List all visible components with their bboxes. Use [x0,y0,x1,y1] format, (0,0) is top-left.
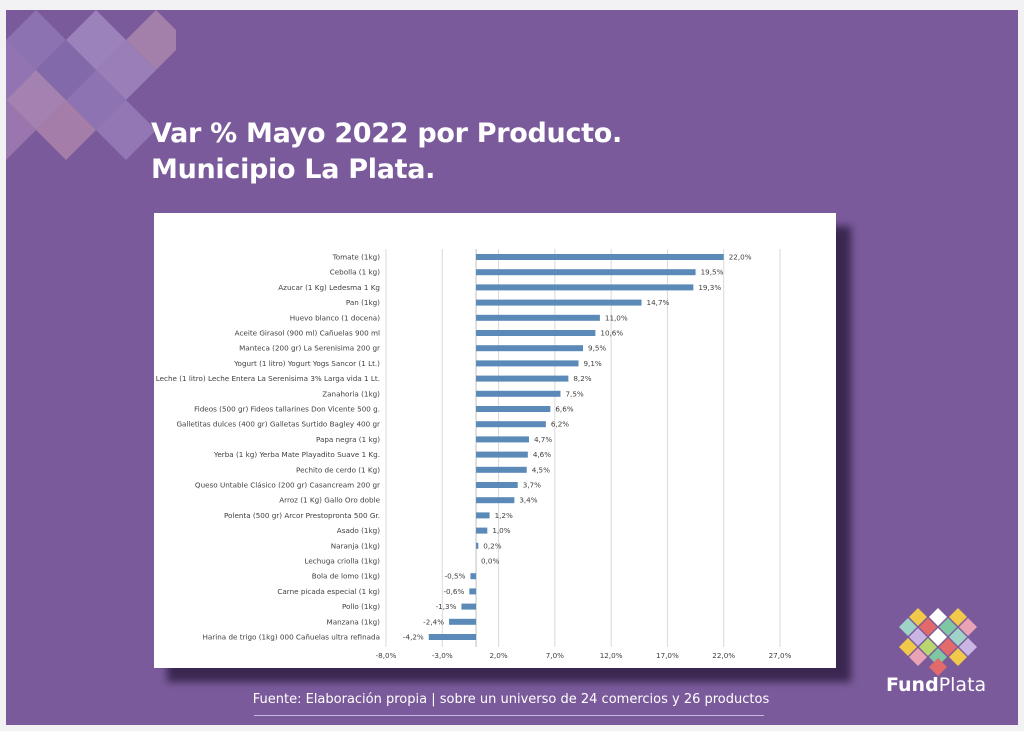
data-label: -0,5% [445,572,466,581]
data-label: 3,4% [519,496,537,505]
data-bar [476,360,579,367]
data-label: 9,5% [588,344,606,353]
data-label: 4,7% [534,435,552,444]
decorative-diamond-pattern [6,10,176,160]
data-label: 11,0% [605,313,628,322]
data-bar [461,603,477,610]
category-label: Aceite Girasol (900 ml) Cañuelas 900 ml [235,329,380,338]
data-bar [476,299,642,306]
x-tick-label: 7,0% [546,651,564,660]
category-label: Cebolla (1 kg) [330,268,380,277]
data-label: 9,1% [583,359,601,368]
chart-container: -8,0% -3,0% 2,0% 7,0% 12,0% 17,0% 22,0% 27,0% To… [154,213,836,668]
fundplata-logo-text: FundPlata [886,674,986,696]
data-bar [449,618,477,625]
data-label: -1,3% [436,602,457,611]
data-label: 19,5% [701,268,724,277]
category-label: Tomate (1kg) [332,253,381,262]
data-label: 0,0% [481,557,499,566]
data-label: 8,2% [573,374,591,383]
data-bar [469,588,477,595]
category-label: Pan (1kg) [346,298,380,307]
category-label: Pechito de cerdo (1 Kg) [296,465,380,474]
data-bar [470,573,477,580]
data-label: 19,3% [698,283,721,292]
category-label: Manzana (1kg) [327,617,381,626]
category-label: Fideos (500 gr) Fideos tallarines Don Vi… [194,405,380,414]
data-label: -0,6% [443,587,464,596]
source-footer: Fuente: Elaboración propia | sobre un un… [252,692,770,707]
data-label: 1,2% [495,511,513,520]
footer-divider [254,715,764,716]
data-label: 4,6% [533,450,551,459]
data-label: 7,5% [565,389,583,398]
data-bar [476,314,600,321]
category-label: Arroz (1 Kg) Gallo Oro doble [279,496,380,505]
x-tick-label: 22,0% [712,651,735,660]
data-label: -4,2% [403,633,424,642]
data-bar [476,254,724,260]
data-bar [476,482,518,488]
x-tick-label: 17,0% [656,651,679,660]
category-label: Leche (1 litro) Leche Entera La Serenisi… [156,374,380,383]
category-label: Huevo blanco (1 docena) [290,313,380,322]
data-bar [476,436,529,443]
data-bar [476,375,569,382]
category-label: Manteca (200 gr) La Serenisima 200 gr [239,344,380,353]
bar-chart: -8,0% -3,0% 2,0% 7,0% 12,0% 17,0% 22,0% 27,0% To… [156,249,792,660]
x-tick-label: 27,0% [769,651,792,660]
data-bar [476,421,546,428]
slide-title: Var % Mayo 2022 por Producto. Municipio … [151,116,622,188]
category-label: Polenta (500 gr) Arcor Prestopronta 500 … [224,511,380,520]
category-label: Queso Untable Clásico (200 gr) Casancrea… [195,481,380,490]
data-bar [476,345,583,352]
data-bar [476,512,490,519]
fundplata-logo-icon [899,608,977,676]
x-tick-label: -8,0% [376,651,397,660]
x-tick-label: -3,0% [432,651,453,660]
slide: Var % Mayo 2022 por Producto. Municipio … [6,10,1018,725]
data-bar [476,542,479,549]
data-bar [476,406,551,412]
data-label: 22,0% [729,253,752,262]
category-label: Yogurt (1 litro) Yogurt Yogs Sancor (1 L… [233,359,380,368]
data-label: 6,2% [551,420,569,429]
data-label: 1,0% [492,526,510,535]
category-label: Azucar (1 Kg) Ledesma 1 Kg [278,283,380,292]
data-label: 0,2% [483,541,501,550]
category-label: Harina de trigo (1kg) 000 Cañuelas ultra… [202,633,380,642]
data-label: 6,6% [555,405,573,414]
data-bar [476,527,488,534]
x-tick-label: 12,0% [600,651,623,660]
data-bar [476,451,528,458]
category-label: Galletitas dulces (400 gr) Galletas Surt… [176,420,380,429]
category-label: Bola de lomo (1kg) [312,572,380,581]
title-line-1: Var % Mayo 2022 por Producto. [151,118,622,149]
data-label: 3,7% [523,481,541,490]
category-label: Papa negra (1 kg) [316,435,380,444]
category-label: Naranja (1kg) [331,541,380,550]
category-label: Pollo (1kg) [342,602,380,611]
data-bar [476,390,561,397]
data-bar [476,330,596,336]
data-bar [476,466,527,473]
x-tick-label: 2,0% [489,651,507,660]
data-bar [476,497,515,504]
category-label: Asado (1kg) [337,526,380,535]
data-label: 10,6% [600,329,623,338]
data-bar [476,269,696,276]
category-label: Lechuga criolla (1kg) [304,557,380,566]
category-label: Yerba (1 kg) Yerba Mate Playadito Suave … [213,450,380,459]
category-label: Carne picada especial (1 kg) [277,587,380,596]
data-label: -2,4% [423,617,444,626]
data-label: 4,5% [532,465,550,474]
data-label: 14,7% [647,298,670,307]
data-bar [476,284,694,291]
logo-text-bold: Fund [886,674,939,696]
data-bar [428,634,477,640]
category-label: Zanahoria (1kg) [322,389,380,398]
logo-text-regular: Plata [938,674,987,696]
title-line-2: Municipio La Plata. [151,154,436,185]
